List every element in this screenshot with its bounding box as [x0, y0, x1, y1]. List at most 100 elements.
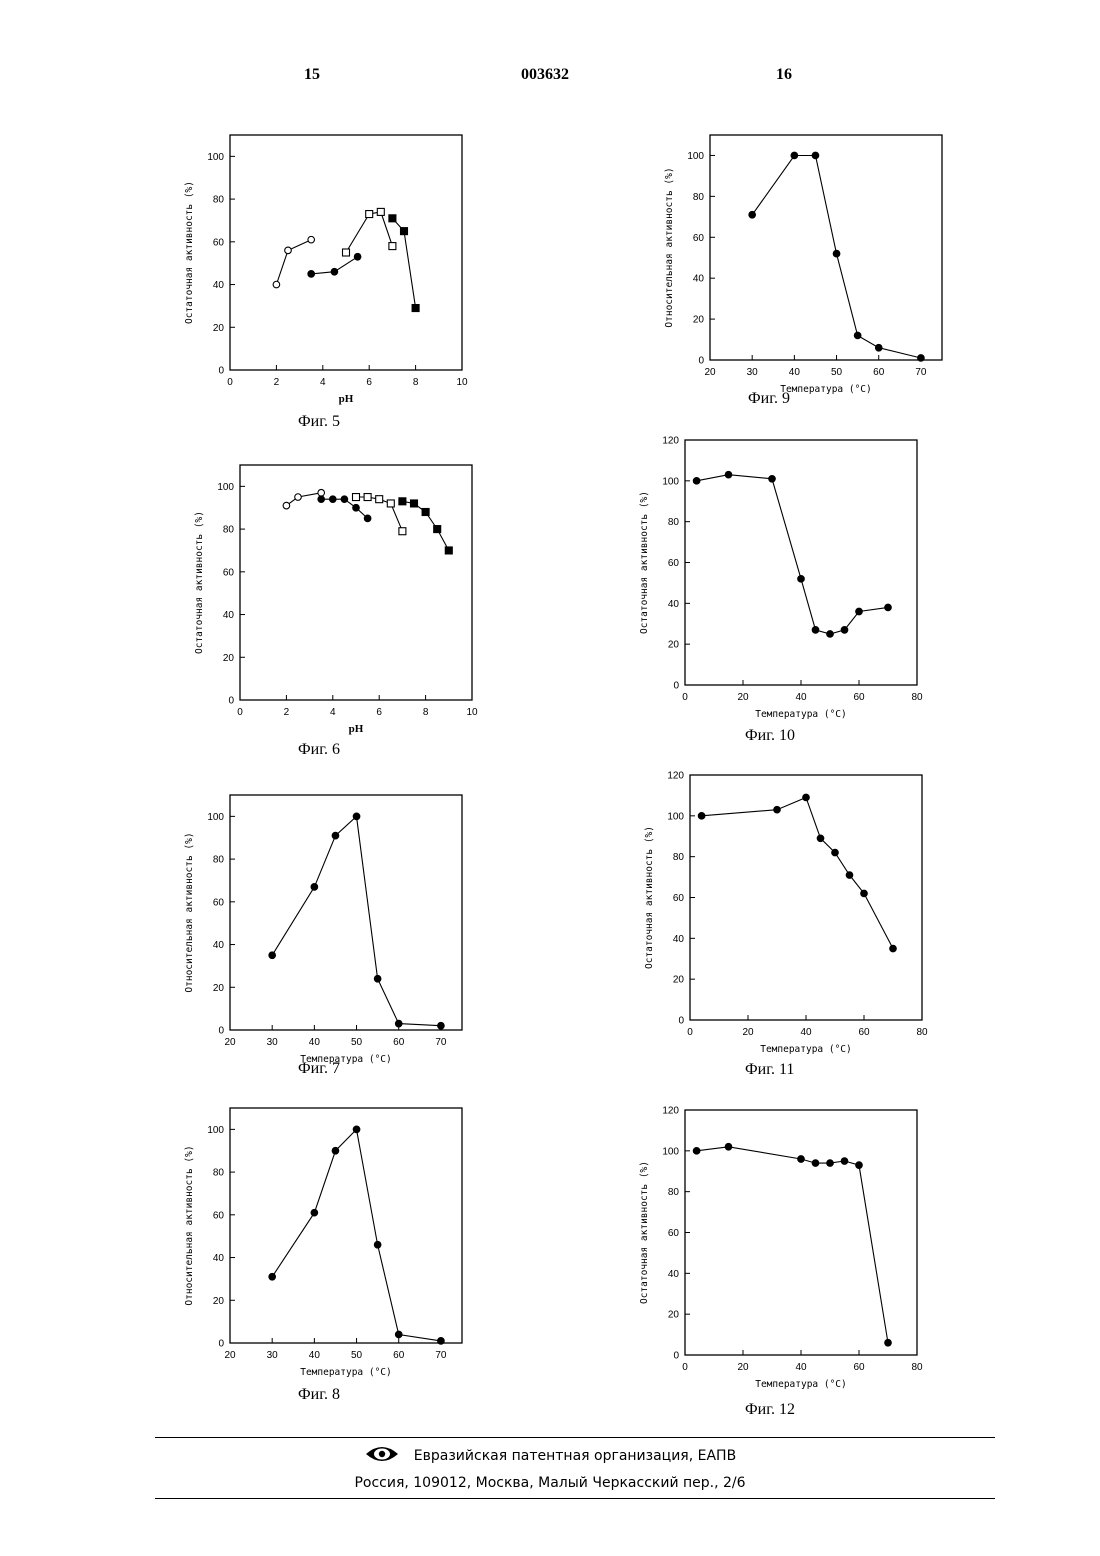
- y-tick-label: 0: [218, 1339, 224, 1350]
- y-tick-label: 80: [213, 195, 225, 206]
- y-axis-label: Остаточная активность (%): [639, 1161, 650, 1304]
- x-tick-label: 0: [682, 692, 688, 703]
- data-point: [841, 1158, 848, 1165]
- y-tick-label: 40: [213, 940, 225, 951]
- data-point: [374, 975, 381, 982]
- data-point: [832, 849, 839, 856]
- x-tick-label: 40: [309, 1350, 321, 1361]
- figure-10: 020406080100120020406080Остаточная актив…: [625, 430, 935, 730]
- y-tick-label: 0: [678, 1016, 684, 1027]
- x-tick-label: 20: [224, 1037, 236, 1048]
- chart-fig6: 0204060801000246810Остаточная активность…: [180, 455, 490, 745]
- data-point: [693, 478, 700, 485]
- data-point: [341, 496, 348, 503]
- data-point: [812, 1160, 819, 1167]
- x-tick-label: 40: [795, 692, 807, 703]
- y-tick-label: 100: [217, 482, 234, 493]
- x-tick-label: 20: [742, 1027, 754, 1038]
- x-tick-label: 40: [795, 1362, 807, 1373]
- y-tick-label: 80: [668, 517, 680, 528]
- data-point: [389, 243, 396, 250]
- y-tick-label: 120: [662, 1106, 679, 1117]
- figure-9: 020406080100203040506070Относительная ак…: [650, 125, 960, 405]
- x-tick-label: 6: [366, 377, 372, 388]
- x-tick-label: 60: [393, 1350, 405, 1361]
- x-tick-label: 0: [237, 707, 243, 718]
- footer-rule-top: [155, 1437, 995, 1438]
- y-tick-label: 0: [673, 1351, 679, 1362]
- plot-frame: [710, 135, 942, 360]
- data-point: [445, 547, 452, 554]
- data-point: [353, 813, 360, 820]
- figure-5: 0204060801000246810Остаточная активность…: [170, 125, 480, 415]
- data-point: [295, 494, 302, 501]
- figure-11: 020406080100120020406080Остаточная актив…: [630, 765, 940, 1065]
- series-line-0: [286, 493, 321, 506]
- caption-fig5: Фиг. 5: [298, 413, 340, 431]
- caption-fig7: Фиг. 7: [298, 1060, 340, 1078]
- data-point: [812, 627, 819, 634]
- y-tick-label: 40: [693, 274, 705, 285]
- data-point: [698, 813, 705, 820]
- x-axis-label: Температура (°C): [760, 1044, 852, 1055]
- data-point: [791, 152, 798, 159]
- footer-rule-bottom: [155, 1498, 995, 1499]
- chart-fig9: 020406080100203040506070Относительная ак…: [650, 125, 960, 405]
- data-point: [374, 1241, 381, 1248]
- y-tick-label: 0: [673, 681, 679, 692]
- data-point: [769, 475, 776, 482]
- x-tick-label: 30: [747, 367, 759, 378]
- y-tick-label: 80: [213, 1168, 225, 1179]
- page-number-right: 16: [776, 66, 792, 84]
- x-tick-label: 20: [737, 692, 749, 703]
- series-line-0: [272, 1129, 441, 1341]
- x-tick-label: 40: [789, 367, 801, 378]
- y-tick-label: 100: [207, 1125, 224, 1136]
- x-tick-label: 30: [267, 1037, 279, 1048]
- data-point: [725, 471, 732, 478]
- figure-12: 020406080100120020406080Остаточная актив…: [625, 1100, 935, 1400]
- data-point: [377, 208, 384, 215]
- data-point: [332, 1147, 339, 1154]
- y-tick-label: 60: [668, 558, 680, 569]
- x-tick-label: 0: [682, 1362, 688, 1373]
- data-point: [395, 1020, 402, 1027]
- chart-fig12: 020406080100120020406080Остаточная актив…: [625, 1100, 935, 1400]
- data-point: [875, 344, 882, 351]
- data-point: [833, 250, 840, 257]
- footer-address: Россия, 109012, Москва, Малый Черкасский…: [0, 1475, 1100, 1491]
- plot-frame: [230, 795, 462, 1030]
- x-tick-label: 4: [320, 377, 326, 388]
- caption-fig12: Фиг. 12: [745, 1401, 795, 1419]
- data-point: [395, 1331, 402, 1338]
- plot-frame: [690, 775, 922, 1020]
- x-tick-label: 30: [267, 1350, 279, 1361]
- y-tick-label: 0: [218, 366, 224, 377]
- y-axis-label: Относительная активность (%): [184, 832, 195, 992]
- y-tick-label: 40: [213, 280, 225, 291]
- y-tick-label: 40: [673, 934, 685, 945]
- caption-fig6: Фиг. 6: [298, 741, 340, 759]
- y-tick-label: 80: [213, 855, 225, 866]
- y-tick-label: 80: [693, 192, 705, 203]
- data-point: [318, 489, 325, 496]
- x-tick-label: 60: [858, 1027, 870, 1038]
- figure-6: 0204060801000246810Остаточная активность…: [180, 455, 490, 745]
- x-tick-label: 2: [274, 377, 280, 388]
- data-point: [269, 1273, 276, 1280]
- data-point: [273, 281, 280, 288]
- series-line-0: [276, 240, 311, 285]
- y-tick-label: 20: [693, 315, 705, 326]
- data-point: [854, 332, 861, 339]
- y-tick-label: 20: [213, 983, 225, 994]
- caption-fig8: Фиг. 8: [298, 1386, 340, 1404]
- y-tick-label: 100: [662, 1146, 679, 1157]
- data-point: [861, 890, 868, 897]
- y-tick-label: 60: [693, 233, 705, 244]
- data-point: [364, 494, 371, 501]
- data-point: [311, 884, 318, 891]
- data-point: [798, 1156, 805, 1163]
- x-tick-label: 20: [704, 367, 716, 378]
- data-point: [283, 502, 290, 509]
- data-point: [812, 152, 819, 159]
